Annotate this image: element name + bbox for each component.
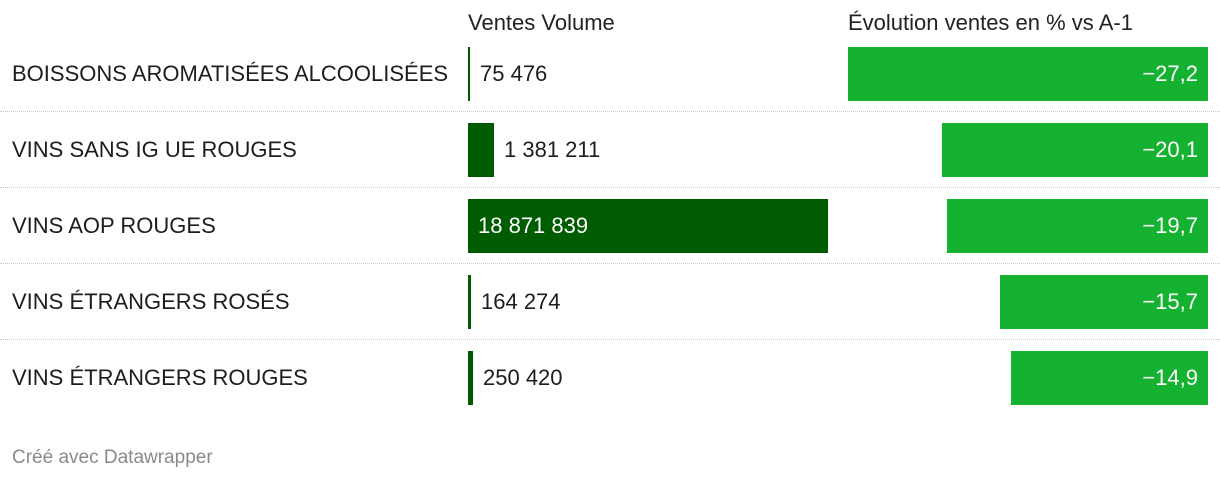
- volume-label: 75 476: [480, 61, 548, 86]
- table-row: BOISSONS AROMATISÉES ALCOOLISÉES 75 476 −2…: [0, 36, 1220, 112]
- evolution-bar: [1011, 351, 1208, 405]
- volume-label: 18 871 839: [478, 213, 589, 238]
- evolution-label: −14,9: [1142, 365, 1198, 390]
- row-category: VINS ÉTRANGERS ROSÉS: [12, 289, 290, 314]
- column-header-evolution: Évolution ventes en % vs A-1: [848, 10, 1133, 35]
- row-category: BOISSONS AROMATISÉES ALCOOLISÉES: [12, 61, 449, 86]
- table-row: VINS ÉTRANGERS ROUGES 250 420 −14,9: [0, 340, 1220, 416]
- row-category: VINS AOP ROUGES: [12, 213, 216, 238]
- volume-bar: [468, 275, 471, 329]
- evolution-bar: [1000, 275, 1208, 329]
- column-header-volume: Ventes Volume: [468, 10, 615, 35]
- evolution-bar: [947, 199, 1208, 253]
- evolution-bar: [942, 123, 1208, 177]
- evolution-label: −27,2: [1142, 61, 1198, 86]
- volume-bar: [468, 123, 494, 177]
- evolution-label: −20,1: [1142, 137, 1198, 162]
- evolution-bar: [848, 47, 1208, 101]
- evolution-label: −15,7: [1142, 289, 1198, 314]
- volume-bar: [468, 47, 470, 101]
- table-row: VINS AOP ROUGES 18 871 839 −19,7: [0, 188, 1220, 264]
- row-category: VINS ÉTRANGERS ROUGES: [12, 365, 308, 390]
- volume-label: 250 420: [483, 365, 563, 390]
- row-category: VINS SANS IG UE ROUGES: [12, 137, 297, 162]
- evolution-label: −19,7: [1142, 213, 1198, 238]
- table-row: VINS SANS IG UE ROUGES 1 381 211 −20,1: [0, 112, 1220, 188]
- volume-label: 1 381 211: [504, 137, 601, 162]
- table-row: VINS ÉTRANGERS ROSÉS 164 274 −15,7: [0, 264, 1220, 340]
- volume-bar: [468, 351, 473, 405]
- volume-bar: [468, 199, 828, 253]
- table-body: BOISSONS AROMATISÉES ALCOOLISÉES 75 476 −2…: [0, 36, 1220, 416]
- credit-footer: Créé avec Datawrapper: [12, 447, 213, 468]
- volume-label: 164 274: [481, 289, 561, 314]
